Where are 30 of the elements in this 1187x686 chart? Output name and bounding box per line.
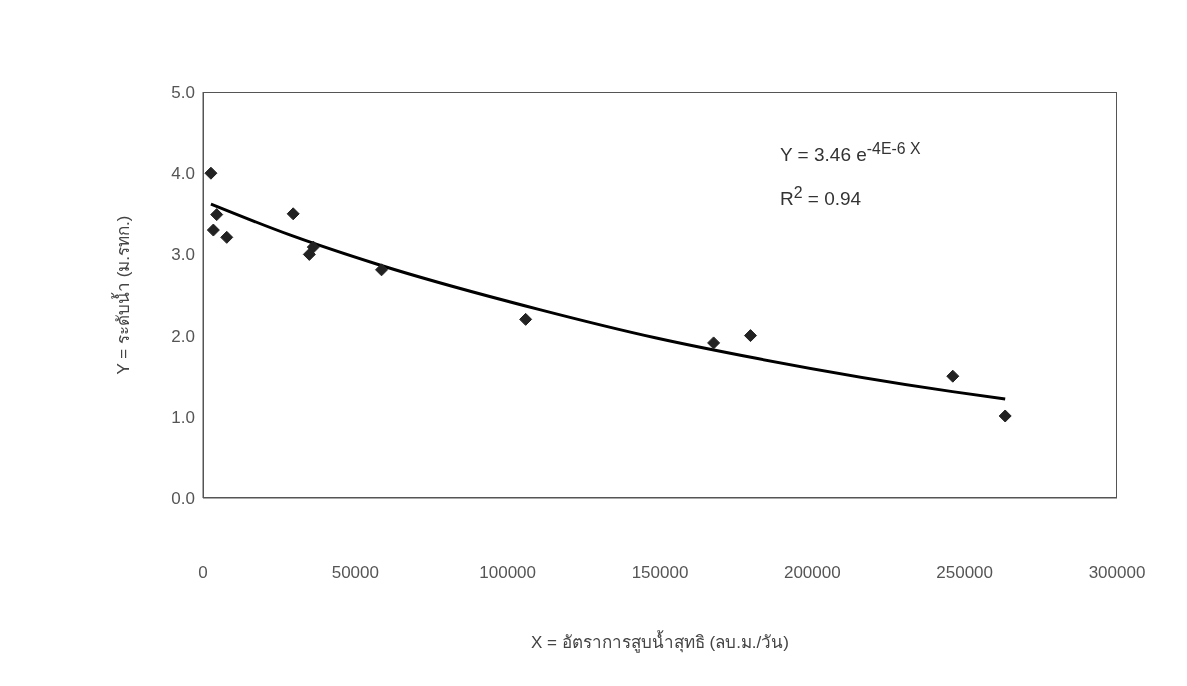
x-tick-label: 0 [198,563,208,582]
y-axis-title: Y = ระดับน้ำ (ม.รทก.) [111,215,134,375]
x-axis-title: X = อัตราการสูบน้ำสุทธิ (ลบ.ม./วัน) [531,630,789,653]
point [204,166,218,180]
x-tick-label: 300000 [1088,563,1146,582]
point [743,329,757,343]
annotation: Y = 3.46 e$^{-4E-6 X}$ [780,140,921,167]
point [210,208,224,222]
point [375,263,389,277]
point [302,247,316,261]
x-tick-label: 150000 [631,563,689,582]
x-tick-label: 250000 [936,563,994,582]
y-tick-label: 2.0 [171,326,195,346]
annotation: R$^{2}$ = 0.94 [780,184,862,211]
x-tick-label: 100000 [479,563,537,582]
point [707,336,721,350]
point [206,223,220,237]
x-tick-label: 200000 [783,563,841,582]
y-tick-label: 5.0 [171,83,195,103]
x-tick-label: 50000 [331,563,379,582]
y-tick-label: 4.0 [171,164,195,184]
point [519,312,533,326]
y-tick-label: 1.0 [171,407,195,427]
y-tick-label: 3.0 [171,245,195,265]
point [998,409,1012,423]
point [306,240,320,254]
point [220,230,234,244]
point [286,207,300,221]
point [946,369,960,383]
y-tick-label: 0.0 [171,489,195,509]
